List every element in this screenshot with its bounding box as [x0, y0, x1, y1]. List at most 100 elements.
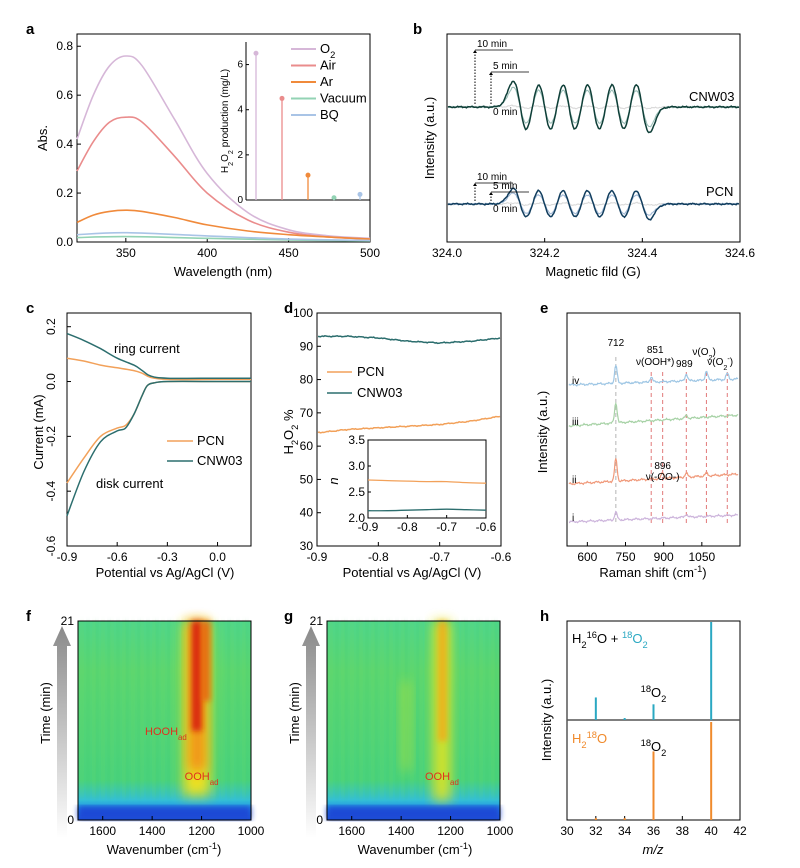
panel-label-e: e: [540, 300, 548, 317]
x-tick-label: 34: [618, 824, 632, 838]
heatmap-texture: [426, 621, 428, 798]
disk-current-label: disk current: [96, 476, 164, 491]
time-label: 0 min: [493, 107, 517, 118]
heatmap-texture: [102, 621, 104, 798]
axes-frame: [566, 312, 741, 547]
heatmap-texture: [126, 621, 128, 798]
heatmap-texture: [336, 621, 338, 798]
x-tick-label: 36: [647, 824, 661, 838]
inset-y-axis-label: H2O2 production (mg/L): [220, 69, 235, 173]
inset-x-tick-label: -0.7: [436, 520, 457, 534]
time-label: 5 min: [493, 61, 517, 72]
heatmap-band-core: [438, 621, 447, 741]
text-fragment: -1: [460, 841, 468, 851]
y-tick-label: 0: [316, 813, 323, 827]
text-fragment: Raman shift (cm: [599, 565, 694, 580]
x-tick-label: 324.0: [432, 246, 462, 260]
heatmap-texture: [465, 621, 467, 798]
raman-trace-ii: [568, 458, 739, 486]
text-fragment: 2: [581, 640, 586, 650]
heatmap-texture: [168, 621, 170, 798]
heatmap-texture: [216, 621, 218, 798]
x-tick-label: 1600: [89, 824, 116, 838]
y-tick-label: 50: [300, 472, 314, 486]
text-fragment: O: [651, 685, 661, 700]
heatmap-texture: [93, 621, 95, 798]
y-tick-label: 0.8: [56, 39, 73, 53]
inset-x-tick-label: -0.8: [397, 520, 418, 534]
inset-y-tick-label: 4: [237, 105, 243, 116]
heatmap-texture: [366, 621, 368, 798]
heatmap-texture: [432, 621, 434, 798]
text-fragment: 2: [642, 640, 647, 650]
heatmap-texture: [87, 621, 89, 798]
x-tick-label: -0.8: [368, 550, 389, 564]
x-tick-label: 40: [704, 824, 718, 838]
text-fragment: O: [320, 41, 330, 56]
y-tick-label: 90: [300, 339, 314, 353]
chart-g: 1600 1400 1200 1000 21 0 OOHad Wavenumber (cm-…: [287, 614, 514, 857]
series-line-pcn-ring: [66, 357, 251, 381]
inset-series-cnw03: [367, 508, 487, 512]
x-tick-label: 42: [733, 824, 747, 838]
heatmap-texture: [342, 621, 344, 798]
bottom-condition-label: H218O: [572, 730, 607, 750]
heatmap-texture: [375, 621, 377, 798]
heatmap-texture: [330, 621, 332, 798]
heatmap-texture: [132, 621, 134, 798]
legend-label: Vacuum: [320, 91, 367, 106]
raman-trace-i: [569, 510, 738, 524]
raman-trace-iv: [568, 364, 739, 387]
x-tick-label: 324.2: [530, 246, 560, 260]
heatmap-texture: [411, 621, 413, 798]
top-condition-label: H216O + 18O2: [572, 630, 648, 650]
text-fragment: O: [632, 631, 642, 646]
heatmap-texture: [243, 621, 245, 798]
text-fragment: Wavenumber (cm: [107, 842, 209, 857]
legend-label-cnw03: CNW03: [357, 385, 403, 400]
inset-frame: [367, 439, 487, 519]
panel-label-a: a: [26, 21, 35, 38]
legend-label: Ar: [320, 74, 334, 89]
trace-label-iii: iii: [572, 417, 579, 428]
heatmap-texture: [396, 621, 398, 798]
text-fragment: ν(O: [707, 357, 723, 368]
axes-frame: [316, 312, 502, 547]
y-axis-label: Time (min): [38, 682, 53, 744]
heatmap-texture: [390, 621, 392, 798]
mode-label-o2: ν(O2): [692, 347, 715, 362]
trace-label-ii: ii: [572, 475, 576, 486]
time-label: 5 min: [493, 181, 517, 192]
axes-frame: [66, 312, 252, 547]
legend-label: Air: [320, 58, 337, 73]
heatmap-texture: [471, 621, 473, 798]
heatmap-texture: [480, 621, 482, 798]
inset-y-tick-label: 2.5: [348, 485, 365, 499]
text-fragment: H: [281, 445, 296, 454]
panel-label-d: d: [284, 300, 293, 317]
heatmap-texture: [417, 621, 419, 798]
time-label: 0 min: [493, 204, 517, 215]
trace-label-iv: iv: [572, 376, 579, 387]
peak-label-712: 712: [608, 338, 625, 349]
text-fragment: 18: [587, 730, 597, 740]
inset-y-tick-label: 2.0: [348, 511, 365, 525]
x-tick-label: 350: [116, 246, 136, 260]
panel-label-g: g: [284, 608, 293, 625]
x-tick-label: 450: [279, 246, 299, 260]
heatmap-band-peak: [191, 621, 202, 731]
text-fragment: 2: [226, 162, 235, 166]
x-tick-label: 500: [360, 246, 380, 260]
text-fragment: 2: [290, 440, 300, 445]
x-tick-label: 400: [197, 246, 217, 260]
y-tick-label: 0.2: [56, 186, 73, 200]
text-fragment: 18: [641, 738, 651, 748]
heatmap-band-peak: [201, 621, 211, 701]
heatmap-texture: [231, 621, 233, 798]
legend-label: BQ: [320, 107, 339, 122]
time-marker-arrow: [489, 72, 493, 75]
heatmap-bottom-band: [78, 806, 251, 820]
y-tick-label: 100: [293, 306, 313, 320]
x-tick-label: 32: [589, 824, 603, 838]
